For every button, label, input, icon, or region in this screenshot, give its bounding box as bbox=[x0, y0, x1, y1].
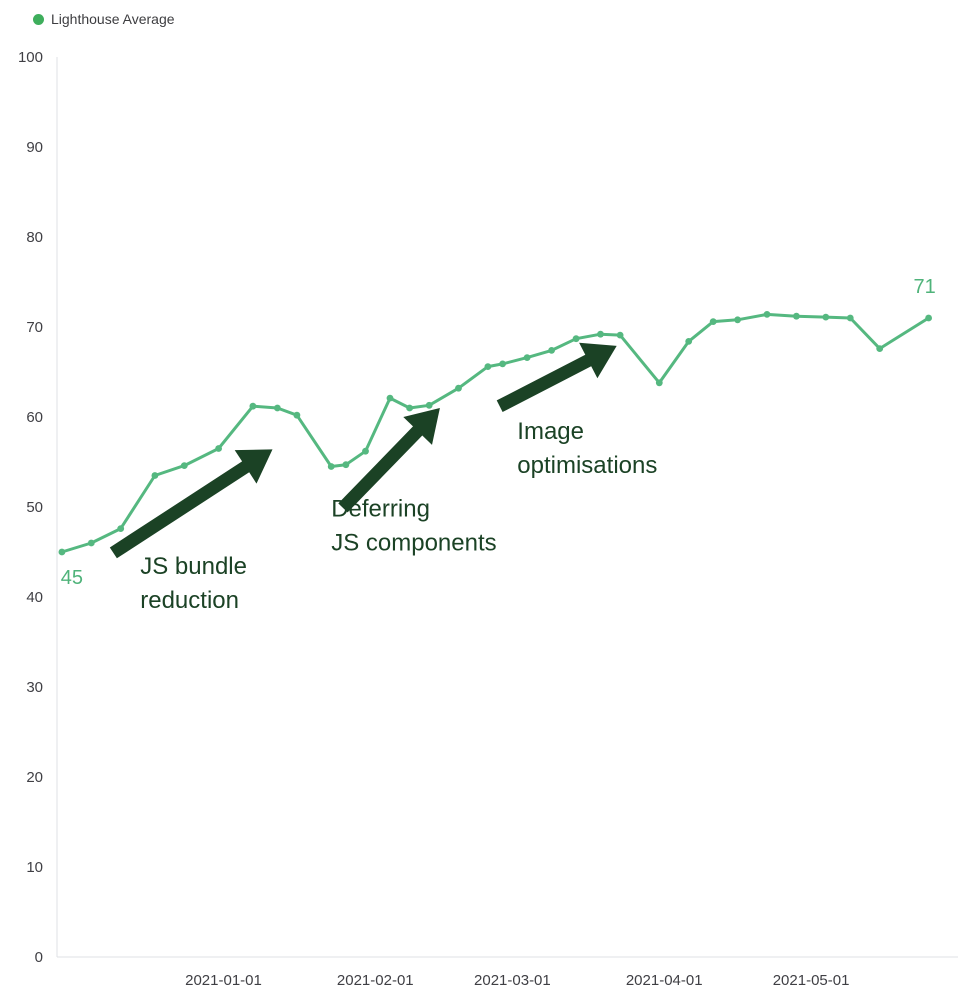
data-point bbox=[58, 548, 66, 556]
data-point bbox=[734, 316, 741, 324]
x-tick-label: 2021-04-01 bbox=[626, 972, 703, 989]
annotation-arrow bbox=[496, 342, 617, 412]
annotation-arrow bbox=[109, 449, 273, 559]
x-tick-label: 2021-03-01 bbox=[474, 972, 551, 989]
annotation-text: Image bbox=[517, 418, 584, 445]
data-point bbox=[709, 318, 717, 325]
data-point bbox=[822, 313, 830, 321]
data-point bbox=[499, 360, 506, 368]
y-tick-label: 50 bbox=[26, 499, 43, 516]
data-point bbox=[655, 379, 663, 387]
legend-dot-icon bbox=[33, 13, 44, 25]
y-tick-label: 10 bbox=[26, 859, 43, 876]
y-tick-label: 80 bbox=[26, 229, 43, 246]
y-tick-label: 30 bbox=[26, 679, 43, 696]
y-tick-label: 20 bbox=[26, 769, 43, 786]
data-point bbox=[763, 311, 771, 318]
end-value-label: 71 bbox=[913, 276, 935, 298]
data-point bbox=[151, 472, 159, 479]
data-point bbox=[274, 404, 281, 412]
data-point bbox=[327, 463, 335, 470]
y-tick-label: 0 bbox=[35, 949, 43, 966]
data-point bbox=[925, 314, 932, 322]
annotation-text: optimisations bbox=[517, 452, 657, 479]
data-point bbox=[386, 394, 394, 402]
data-point bbox=[685, 338, 693, 345]
data-point bbox=[846, 314, 854, 322]
data-point bbox=[455, 384, 462, 392]
data-point bbox=[572, 335, 580, 343]
x-tick-label: 2021-02-01 bbox=[337, 972, 414, 989]
data-point bbox=[484, 363, 492, 370]
data-point bbox=[87, 539, 95, 547]
y-tick-label: 100 bbox=[18, 49, 43, 66]
data-point bbox=[293, 411, 301, 419]
data-point bbox=[597, 330, 604, 338]
data-point bbox=[548, 347, 555, 354]
x-tick-label: 2021-01-01 bbox=[185, 972, 262, 989]
y-tick-label: 40 bbox=[26, 589, 43, 606]
data-point bbox=[616, 331, 624, 339]
y-tick-label: 60 bbox=[26, 409, 43, 426]
legend-label: Lighthouse Average bbox=[51, 11, 175, 27]
series-line bbox=[60, 312, 931, 554]
data-point bbox=[425, 401, 433, 409]
data-point bbox=[362, 447, 369, 455]
annotation-text: JS components bbox=[331, 529, 496, 556]
data-point bbox=[342, 461, 350, 469]
y-tick-label: 70 bbox=[26, 319, 43, 336]
annotation-text: Deferring bbox=[331, 495, 430, 522]
start-value-label: 45 bbox=[61, 567, 83, 589]
legend: Lighthouse Average bbox=[33, 11, 175, 27]
data-point bbox=[793, 312, 800, 320]
data-point bbox=[523, 354, 531, 361]
data-point bbox=[876, 345, 884, 352]
data-point bbox=[180, 462, 188, 469]
x-tick-label: 2021-05-01 bbox=[773, 972, 850, 989]
annotation-text: JS bundle bbox=[140, 553, 247, 580]
data-point bbox=[406, 404, 413, 412]
annotation-text: reduction bbox=[140, 587, 239, 614]
data-point bbox=[117, 525, 125, 532]
annotation-arrow bbox=[338, 408, 440, 513]
data-point bbox=[215, 445, 223, 452]
y-tick-label: 90 bbox=[26, 139, 43, 156]
data-point bbox=[249, 402, 257, 410]
